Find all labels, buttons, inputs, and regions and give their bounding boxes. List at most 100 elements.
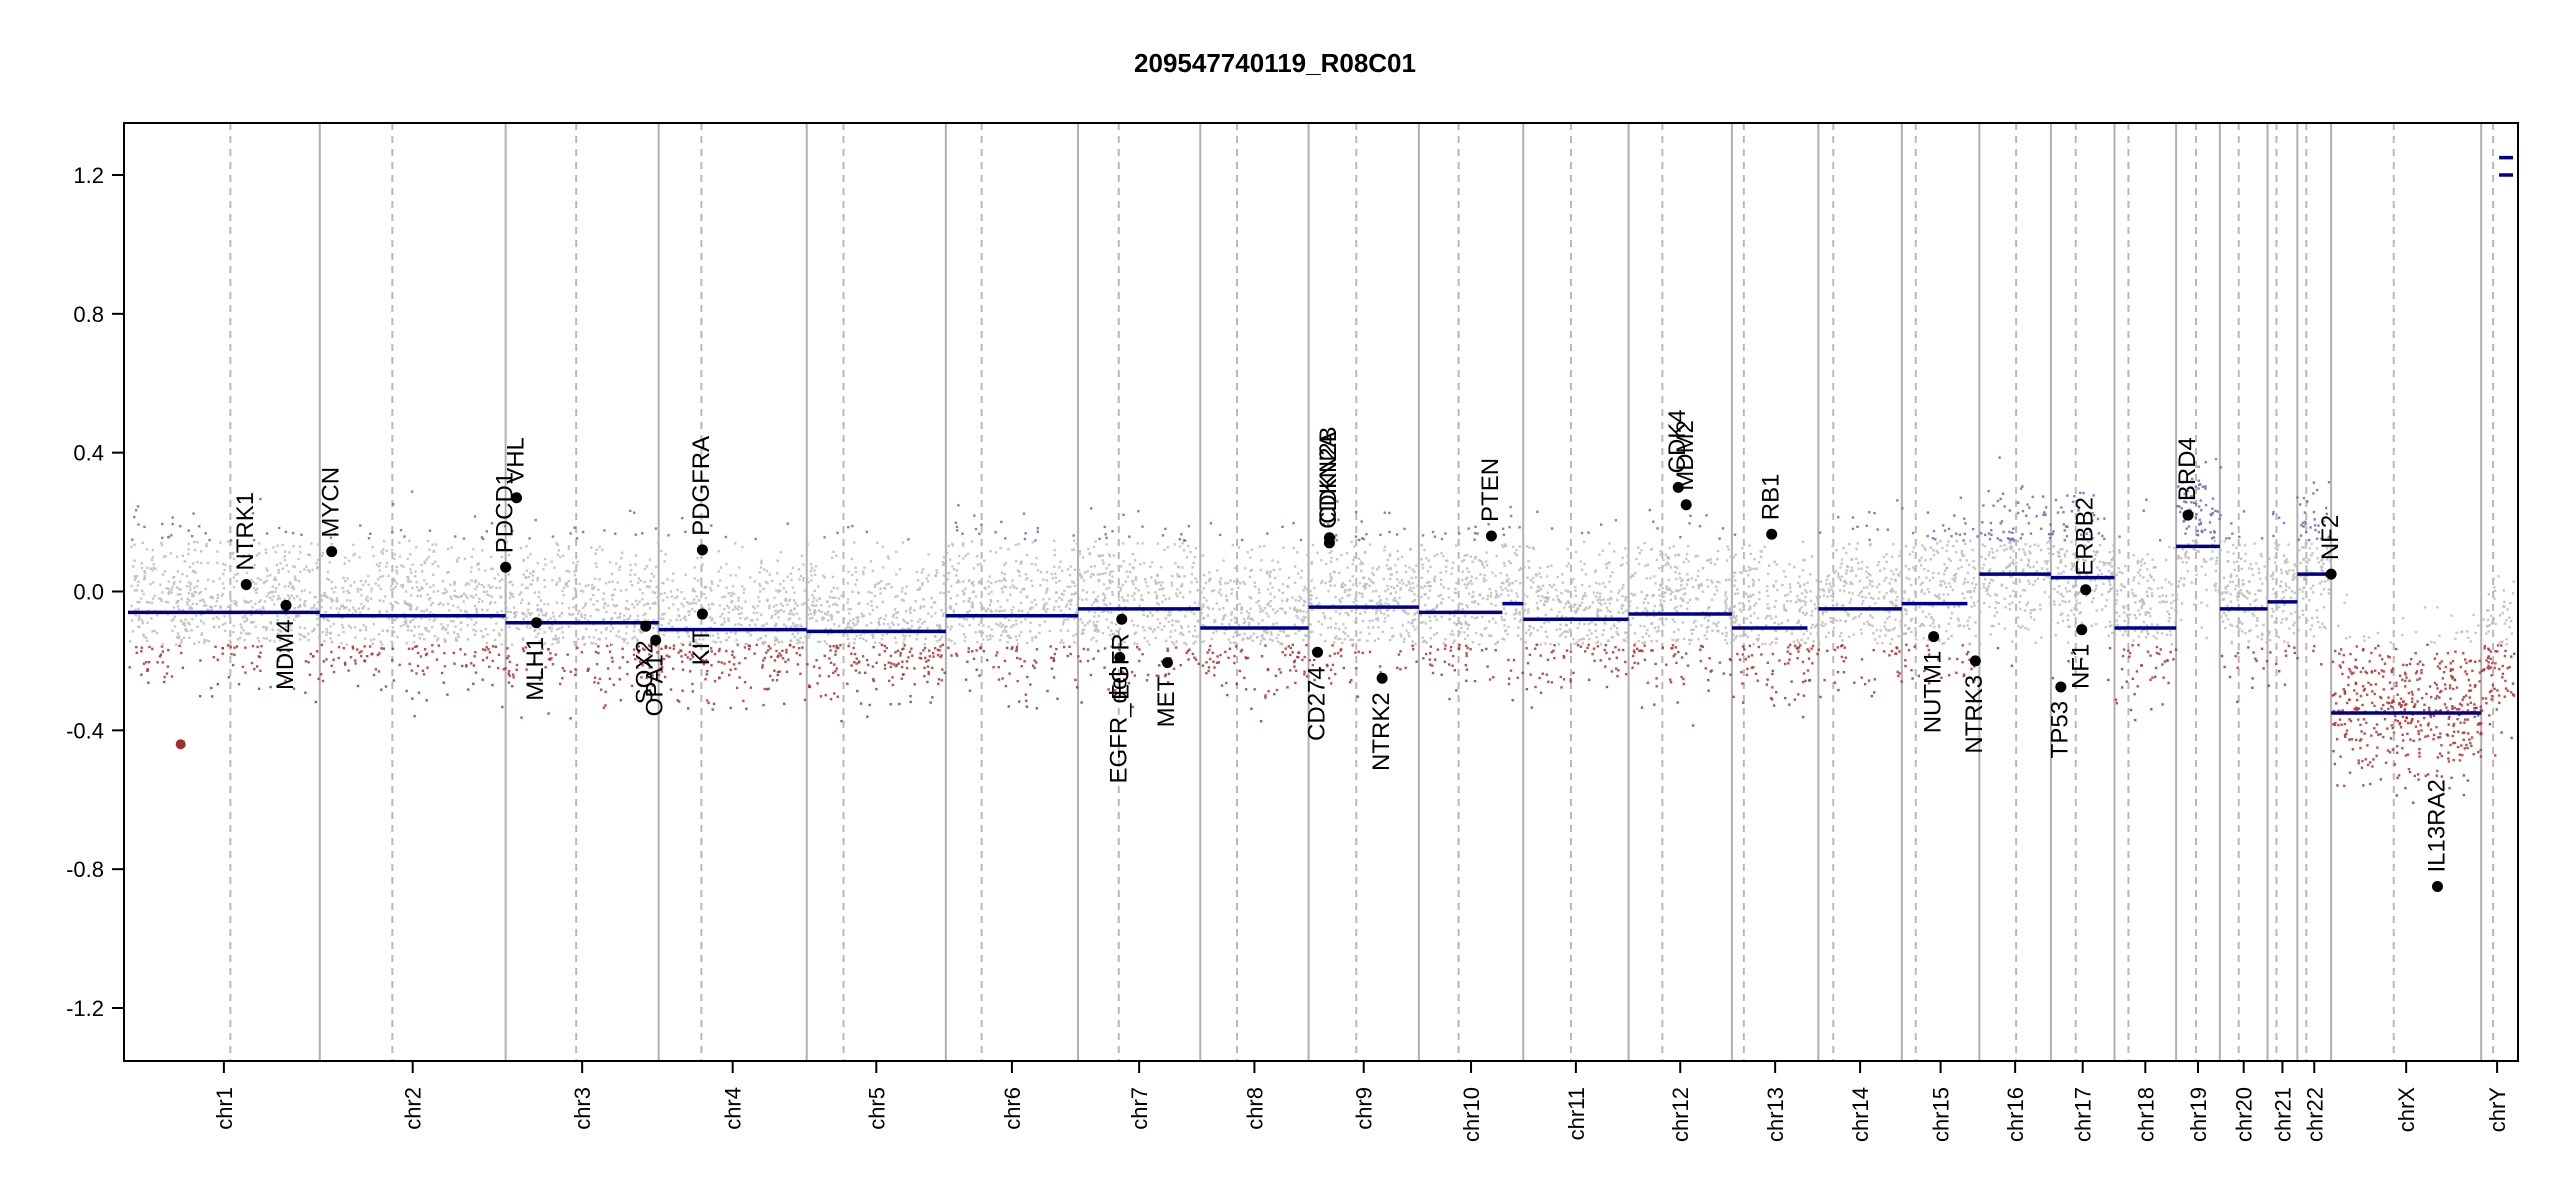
probe-point bbox=[1534, 685, 1537, 689]
probe-point bbox=[824, 627, 828, 631]
probe-point bbox=[1058, 579, 1061, 583]
probe-point bbox=[649, 579, 652, 582]
probe-point bbox=[947, 544, 950, 548]
probe-point bbox=[1515, 553, 1518, 557]
probe-point bbox=[1553, 644, 1556, 647]
probe-point bbox=[725, 638, 728, 642]
probe-point bbox=[171, 585, 174, 589]
probe-point bbox=[1417, 608, 1420, 611]
probe-point bbox=[1426, 570, 1429, 573]
probe-point bbox=[1461, 608, 1464, 611]
probe-point bbox=[1454, 591, 1458, 595]
probe-point bbox=[1411, 640, 1414, 643]
probe-point bbox=[756, 604, 759, 608]
probe-point bbox=[1229, 579, 1232, 582]
probe-point bbox=[812, 604, 816, 607]
probe-point bbox=[1436, 648, 1439, 651]
probe-point bbox=[141, 621, 144, 625]
probe-point bbox=[1514, 609, 1518, 612]
probe-point bbox=[267, 592, 270, 595]
probe-point bbox=[452, 631, 456, 634]
probe-point bbox=[1605, 606, 1609, 609]
probe-point bbox=[660, 624, 663, 627]
probe-point bbox=[1201, 554, 1205, 557]
probe-point bbox=[1143, 629, 1146, 632]
probe-point bbox=[1372, 581, 1375, 585]
probe-point bbox=[295, 613, 299, 616]
probe-point bbox=[202, 604, 206, 607]
probe-point bbox=[725, 562, 728, 566]
probe-point bbox=[556, 553, 559, 557]
probe-point bbox=[457, 635, 460, 638]
probe-point bbox=[411, 563, 414, 566]
probe-point bbox=[956, 529, 959, 532]
probe-point bbox=[907, 656, 910, 659]
probe-point bbox=[277, 659, 280, 662]
probe-point bbox=[846, 582, 849, 585]
probe-point bbox=[1309, 623, 1312, 626]
probe-point bbox=[508, 625, 511, 629]
probe-point bbox=[558, 579, 562, 582]
probe-point bbox=[325, 658, 328, 661]
probe-point bbox=[257, 542, 261, 545]
probe-point bbox=[1520, 637, 1523, 641]
probe-point bbox=[1535, 590, 1538, 594]
probe-point bbox=[203, 639, 206, 642]
probe-point bbox=[1433, 633, 1436, 637]
probe-point bbox=[322, 660, 325, 663]
probe-point bbox=[455, 558, 458, 562]
probe-point bbox=[518, 593, 521, 596]
probe-point bbox=[1248, 575, 1252, 579]
probe-point bbox=[1294, 632, 1297, 635]
probe-point bbox=[442, 603, 445, 607]
probe-point bbox=[1455, 544, 1458, 547]
probe-point bbox=[1019, 657, 1022, 661]
probe-point bbox=[292, 597, 296, 600]
probe-point bbox=[771, 579, 774, 582]
probe-point bbox=[1465, 679, 1468, 682]
probe-point bbox=[1015, 639, 1019, 642]
probe-point bbox=[254, 602, 257, 606]
probe-point bbox=[975, 649, 978, 652]
probe-point bbox=[1135, 631, 1138, 634]
probe-point bbox=[1081, 621, 1084, 624]
probe-point bbox=[256, 645, 259, 649]
probe-point bbox=[135, 574, 139, 578]
probe-point bbox=[1518, 545, 1521, 548]
probe-point bbox=[532, 570, 535, 573]
probe-point bbox=[1470, 582, 1474, 585]
probe-point bbox=[1218, 608, 1221, 611]
probe-point bbox=[485, 530, 488, 533]
probe-point bbox=[936, 624, 939, 627]
probe-point bbox=[475, 621, 478, 624]
probe-point bbox=[1366, 639, 1369, 642]
probe-point bbox=[1258, 604, 1261, 608]
probe-point bbox=[1518, 611, 1521, 614]
probe-point bbox=[1653, 604, 1656, 608]
probe-point bbox=[946, 625, 949, 628]
probe-point bbox=[456, 560, 459, 563]
probe-point bbox=[1264, 696, 1267, 699]
probe-point bbox=[219, 605, 222, 608]
probe-point bbox=[322, 617, 326, 620]
probe-point bbox=[170, 619, 173, 622]
probe-point bbox=[1167, 620, 1170, 624]
probe-point bbox=[1473, 538, 1476, 541]
probe-point bbox=[887, 557, 890, 560]
probe-point bbox=[999, 622, 1002, 625]
probe-point bbox=[534, 518, 537, 522]
probe-point bbox=[1617, 620, 1620, 623]
probe-point bbox=[395, 572, 399, 575]
probe-point bbox=[1194, 547, 1198, 550]
probe-point bbox=[1608, 542, 1611, 545]
probe-point bbox=[988, 634, 992, 637]
probe-point bbox=[1045, 579, 1049, 582]
probe-point bbox=[505, 540, 509, 544]
probe-point bbox=[651, 684, 655, 687]
probe-point bbox=[288, 598, 291, 601]
probe-point bbox=[1237, 586, 1240, 589]
probe-point bbox=[1455, 689, 1458, 692]
probe-point bbox=[216, 596, 219, 600]
probe-point bbox=[1167, 681, 1170, 684]
probe-point bbox=[998, 639, 1002, 642]
